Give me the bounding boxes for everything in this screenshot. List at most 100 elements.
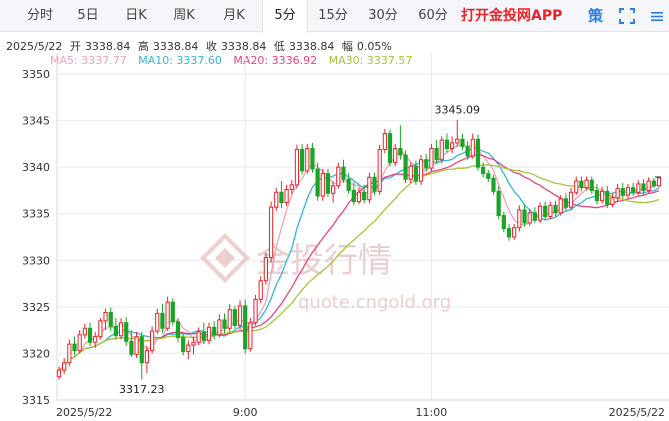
candle-19[interactable] [155, 308, 160, 334]
candle-12[interactable] [118, 318, 124, 340]
candle-111[interactable] [631, 182, 636, 197]
candle-27[interactable] [196, 327, 201, 346]
candle-6[interactable] [87, 322, 93, 346]
candle-70[interactable] [418, 155, 424, 185]
candle-99[interactable] [568, 187, 574, 210]
candle-15[interactable] [134, 332, 139, 359]
candle-80[interactable] [470, 133, 475, 159]
candle-13[interactable] [124, 317, 129, 346]
candle-35[interactable] [237, 300, 243, 330]
candle-48[interactable] [305, 143, 310, 174]
strategy-button[interactable]: 策 [588, 7, 604, 25]
candle-109[interactable] [620, 182, 625, 199]
candle-93[interactable] [537, 202, 543, 224]
candle-66[interactable] [398, 125, 403, 160]
candle-25[interactable] [186, 340, 191, 360]
candle-102[interactable] [584, 176, 589, 191]
candle-17[interactable] [144, 345, 150, 373]
candle-3[interactable] [72, 336, 77, 356]
candle-56[interactable] [346, 172, 351, 195]
candle-26[interactable] [191, 336, 196, 355]
candle-7[interactable] [93, 332, 98, 348]
candle-0[interactable] [56, 366, 62, 380]
candle-94[interactable] [543, 201, 548, 221]
tab-60-min[interactable]: 60分 [418, 8, 448, 23]
candle-39[interactable] [258, 276, 263, 304]
candle-83[interactable] [486, 169, 491, 183]
candle-63[interactable] [382, 128, 387, 154]
candle-58[interactable] [356, 187, 362, 205]
candle-30[interactable] [212, 320, 217, 340]
candle-85[interactable] [496, 185, 501, 220]
candle-103[interactable] [589, 176, 594, 195]
candle-62[interactable] [377, 144, 382, 196]
candle-105[interactable] [600, 186, 605, 204]
candle-89[interactable] [517, 205, 522, 232]
candle-49[interactable] [310, 142, 315, 173]
candle-59[interactable] [362, 184, 367, 204]
candle-75[interactable] [444, 133, 450, 153]
candle-91[interactable] [527, 209, 532, 226]
candle-113[interactable] [641, 179, 646, 195]
tab-30-min[interactable]: 30分 [368, 8, 398, 23]
candle-34[interactable] [232, 305, 237, 330]
fullscreen-icon[interactable] [619, 8, 635, 24]
candle-60[interactable] [367, 172, 372, 204]
candle-14[interactable] [129, 330, 134, 358]
candle-114[interactable] [646, 177, 651, 194]
candle-104[interactable] [594, 183, 600, 205]
candle-81[interactable] [475, 134, 481, 171]
candle-115[interactable] [651, 177, 656, 188]
candle-44[interactable] [284, 184, 289, 207]
tab-5-min[interactable]: 5分 [262, 0, 308, 33]
candle-32[interactable] [222, 313, 227, 333]
candle-45[interactable] [289, 180, 294, 195]
candle-72[interactable] [429, 143, 434, 172]
candle-64[interactable] [387, 129, 393, 167]
candle-96[interactable] [553, 200, 558, 217]
candle-68[interactable] [408, 162, 413, 183]
candle-92[interactable] [532, 207, 537, 224]
candle-107[interactable] [610, 193, 615, 208]
candle-84[interactable] [491, 174, 496, 196]
candle-18[interactable] [150, 326, 155, 354]
candle-77[interactable] [455, 119, 460, 147]
candle-55[interactable] [341, 159, 346, 183]
candle-28[interactable] [201, 322, 206, 345]
candle-61[interactable] [372, 172, 377, 196]
candle-47[interactable] [300, 143, 305, 175]
open-app-link[interactable]: 打开金投网APP [461, 8, 563, 24]
candle-23[interactable] [175, 318, 181, 343]
candle-1[interactable] [62, 358, 67, 374]
tab-monthly-k[interactable]: 月K [223, 8, 245, 23]
candle-95[interactable] [548, 201, 553, 220]
candle-73[interactable] [434, 140, 439, 164]
candle-78[interactable] [460, 133, 465, 151]
candle-16[interactable] [139, 332, 144, 380]
candle-76[interactable] [450, 136, 455, 154]
candle-101[interactable] [579, 176, 584, 192]
candle-22[interactable] [170, 298, 175, 326]
candle-69[interactable] [413, 160, 418, 185]
candle-67[interactable] [403, 150, 408, 183]
candle-100[interactable] [574, 176, 579, 196]
candle-9[interactable] [103, 308, 108, 331]
candle-10[interactable] [108, 307, 113, 332]
candle-33[interactable] [227, 304, 232, 333]
candle-38[interactable] [253, 294, 258, 326]
candle-21[interactable] [165, 296, 170, 332]
candle-88[interactable] [512, 223, 517, 240]
candle-46[interactable] [294, 144, 300, 189]
candle-53[interactable] [331, 181, 336, 203]
candle-54[interactable] [336, 162, 341, 189]
candle-43[interactable] [279, 181, 284, 209]
candle-2[interactable] [67, 339, 72, 367]
candle-65[interactable] [393, 143, 398, 167]
tab-intraday[interactable]: 分时 [26, 8, 53, 23]
candle-24[interactable] [181, 333, 186, 356]
candle-42[interactable] [274, 187, 279, 211]
candle-90[interactable] [522, 204, 527, 227]
candle-71[interactable] [424, 154, 429, 172]
tab-weekly-k[interactable]: 周K [173, 8, 195, 23]
